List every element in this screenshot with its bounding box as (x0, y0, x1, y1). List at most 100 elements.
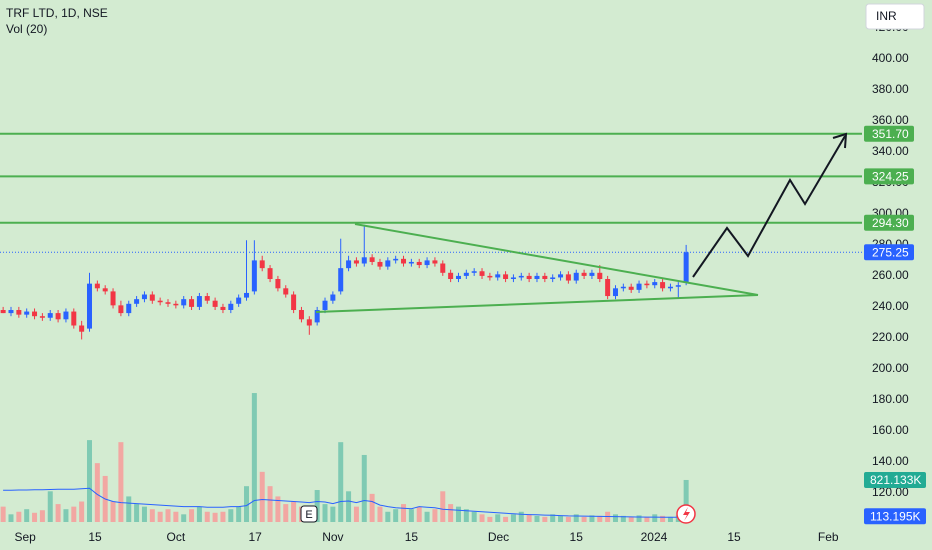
volume-bar (212, 512, 218, 522)
candle-body (542, 275, 548, 279)
candle-body (416, 261, 422, 266)
volume-bar (94, 463, 100, 522)
volume-bar (361, 454, 367, 522)
y-tick-label: 360.00 (872, 113, 909, 127)
candle-body (244, 292, 250, 298)
volume-bar (652, 514, 658, 522)
candle-body (510, 277, 516, 279)
candle-body (173, 303, 179, 306)
candle-body (424, 260, 430, 266)
candle-body (401, 258, 407, 264)
level-label: 351.70 (872, 127, 909, 141)
candle-body (597, 272, 603, 279)
volume-bar (330, 506, 336, 522)
volume-bar (424, 511, 430, 522)
volume-bar (267, 486, 273, 522)
candle-body (181, 299, 187, 306)
candle-body (39, 316, 45, 318)
candle-body (157, 300, 163, 303)
candle-body (134, 299, 140, 304)
candle-body (518, 275, 524, 278)
volume-bar (55, 504, 61, 522)
candle-body (267, 268, 273, 279)
level-label-box (864, 214, 914, 231)
volume-bar (503, 516, 509, 522)
candle-body (377, 261, 383, 267)
volume-bar (346, 491, 352, 522)
volume-bar (79, 501, 85, 522)
candle-body (55, 313, 61, 320)
volume-bar (550, 514, 556, 522)
volume-bar (377, 506, 383, 522)
candle-body (471, 271, 477, 273)
candle-body (47, 313, 53, 318)
candle-body (275, 279, 281, 289)
x-tick-label: 15 (570, 530, 584, 544)
candle-body (605, 279, 611, 297)
candle-body (479, 271, 485, 276)
volume-bar (620, 515, 626, 522)
candle-body (141, 294, 147, 300)
currency-box[interactable] (865, 3, 925, 30)
volume-bar (275, 496, 281, 522)
volume-bar (416, 506, 422, 522)
volume-bar (71, 506, 77, 522)
volume-bar (157, 511, 163, 522)
volume-bar (259, 471, 265, 522)
volume-label-box (864, 471, 926, 488)
y-tick-label: 180.00 (872, 392, 909, 406)
volume-bar (251, 393, 257, 522)
volume-bar (196, 506, 202, 522)
candle-body (573, 272, 579, 281)
candle-body (94, 283, 100, 289)
volume-bar (455, 506, 461, 522)
y-tick-label: 400.00 (872, 51, 909, 65)
volume-bar (660, 515, 666, 522)
volume-bar (291, 501, 297, 522)
volume-bar (667, 516, 673, 522)
candle-body (63, 311, 69, 320)
candle-body (432, 260, 438, 264)
candle-body (251, 260, 257, 292)
volume-bar (565, 516, 571, 522)
candle-body (196, 296, 202, 307)
level-label-box (864, 125, 914, 142)
level-label: 294.30 (872, 216, 909, 230)
earnings-badge[interactable] (300, 505, 318, 523)
volume-bar (244, 486, 250, 522)
earnings-badge-text[interactable]: E (305, 509, 312, 521)
x-tick-label: 15 (727, 530, 741, 544)
volume-bar (487, 516, 493, 522)
volume-bar (63, 509, 69, 522)
candle-body (291, 294, 297, 310)
volume-bar (526, 514, 532, 522)
volume-bar (573, 514, 579, 522)
candle-body (24, 311, 30, 315)
volume-indicator: Vol (20) (6, 22, 47, 36)
candle-body (330, 294, 336, 301)
currency[interactable]: INR (876, 9, 897, 23)
candle-body (314, 310, 320, 323)
arrow-head (832, 132, 848, 149)
x-tick-label: 17 (248, 530, 262, 544)
y-tick-label: 380.00 (872, 82, 909, 96)
volume-bar (141, 506, 147, 522)
candle-body (636, 283, 642, 290)
candle-body (165, 302, 171, 304)
candle-body (675, 285, 681, 287)
volume-bar (110, 501, 116, 522)
candle-body (298, 310, 304, 320)
chart-title: TRF LTD, 1D, NSE (6, 6, 108, 20)
y-tick-label: 200.00 (872, 361, 909, 375)
candle-body (149, 294, 155, 301)
x-tick-label: 2024 (641, 530, 668, 544)
price-label-box (864, 244, 914, 261)
volume-bar (204, 511, 210, 522)
volume-bar (683, 479, 689, 522)
candle-body (189, 299, 195, 307)
candle-body (463, 272, 469, 276)
candle-body (495, 274, 501, 278)
lightning-icon (683, 507, 690, 521)
volume-bar (353, 506, 359, 522)
volume-bar (189, 509, 195, 522)
